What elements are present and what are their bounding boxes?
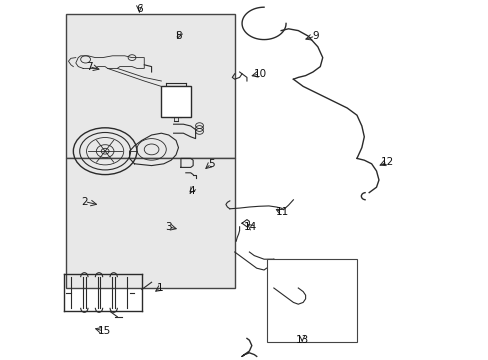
Text: 15: 15 <box>97 326 111 336</box>
Text: 7: 7 <box>85 62 92 72</box>
Text: 13: 13 <box>295 335 308 345</box>
Text: 4: 4 <box>188 186 195 196</box>
Text: 14: 14 <box>244 222 257 232</box>
Text: 3: 3 <box>165 222 172 232</box>
Text: 10: 10 <box>253 69 266 79</box>
Bar <box>266 259 356 342</box>
Text: 9: 9 <box>311 31 318 41</box>
Text: 12: 12 <box>380 157 394 167</box>
Text: 8: 8 <box>175 31 182 41</box>
Text: 11: 11 <box>275 207 288 217</box>
Bar <box>66 14 234 158</box>
Text: 5: 5 <box>207 159 214 169</box>
Text: 1: 1 <box>157 283 163 293</box>
Bar <box>161 86 190 117</box>
Text: 6: 6 <box>136 4 142 14</box>
Text: 2: 2 <box>81 197 88 207</box>
Bar <box>66 158 234 288</box>
